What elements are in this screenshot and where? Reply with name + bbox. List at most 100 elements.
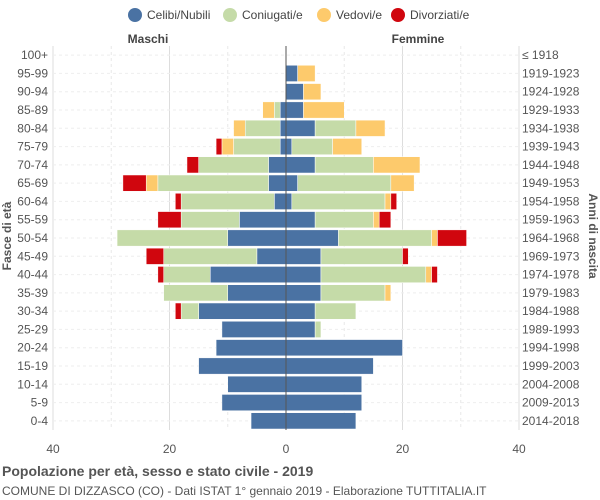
bar-male-coniugati bbox=[274, 101, 281, 119]
age-tick-label: 65-69 bbox=[17, 176, 48, 190]
birth-year-tick-label: 1934-1938 bbox=[522, 121, 580, 135]
bar-female-coniugati bbox=[291, 193, 386, 210]
x-tick-label: 40 bbox=[512, 442, 526, 456]
bar-male-celibi-nubili bbox=[279, 138, 287, 155]
bar-male-celibi-nubili bbox=[198, 302, 287, 320]
legend-marker bbox=[391, 8, 405, 22]
bar-female-celibi-nubili bbox=[285, 138, 293, 155]
age-tick-label: 60-64 bbox=[17, 194, 48, 208]
bar-male-coniugati bbox=[233, 138, 281, 155]
bar-female-vedovi bbox=[384, 193, 392, 210]
bar-female-celibi-nubili bbox=[285, 284, 322, 302]
bar-female-celibi-nubili bbox=[285, 156, 316, 174]
x-tick-label: 20 bbox=[163, 442, 177, 456]
bars bbox=[116, 46, 467, 430]
y-axis-title-right: Anni di nascita bbox=[586, 193, 600, 279]
x-tick-label: 20 bbox=[396, 442, 410, 456]
bar-male-celibi-nubili bbox=[256, 247, 287, 265]
bar-female-vedovi bbox=[384, 284, 392, 302]
bar-male-celibi-nubili bbox=[239, 211, 287, 229]
bar-male-celibi-nubili bbox=[274, 193, 287, 210]
bar-female-celibi-nubili bbox=[285, 266, 322, 283]
birth-year-tick-label: 2014-2018 bbox=[522, 414, 580, 428]
bar-male-vedovi bbox=[221, 138, 234, 155]
bar-male-celibi-nubili bbox=[268, 156, 287, 174]
bar-male-celibi-nubili bbox=[221, 321, 287, 338]
birth-year-tick-label: 1919-1923 bbox=[522, 66, 580, 80]
x-tick-label: 40 bbox=[46, 442, 60, 456]
x-tick-label: 0 bbox=[283, 442, 290, 456]
bar-female-celibi-nubili bbox=[285, 247, 322, 265]
bar-male-divorziati bbox=[175, 193, 182, 210]
bar-female-coniugati bbox=[338, 229, 432, 247]
bar-female-celibi-nubili bbox=[285, 412, 357, 430]
birth-year-tick-label: 1969-1973 bbox=[522, 249, 580, 263]
age-tick-label: 90-94 bbox=[17, 85, 48, 99]
age-tick-label: 0-4 bbox=[31, 414, 49, 428]
birth-year-tick-label: 1959-1963 bbox=[522, 213, 580, 227]
birth-year-tick-label: 1979-1983 bbox=[522, 286, 580, 300]
bar-female-celibi-nubili bbox=[285, 119, 316, 137]
bar-female-coniugati bbox=[320, 266, 427, 283]
birth-year-tick-label: 1984-1988 bbox=[522, 304, 580, 318]
bar-male-coniugati bbox=[163, 284, 228, 302]
bar-male-coniugati bbox=[116, 229, 228, 247]
age-tick-label: 30-34 bbox=[17, 304, 48, 318]
y-axis-title-left: Fasce di età bbox=[0, 201, 14, 270]
bar-female-vedovi bbox=[425, 266, 432, 283]
bar-female-coniugati bbox=[291, 138, 333, 155]
birth-year-tick-label: 1964-1968 bbox=[522, 231, 580, 245]
age-tick-label: 85-89 bbox=[17, 103, 48, 117]
age-tick-label: 75-79 bbox=[17, 140, 48, 154]
bar-female-celibi-nubili bbox=[285, 83, 304, 101]
legend: Celibi/Nubili Coniugati/e Vedovi/e Divorzia… bbox=[128, 8, 470, 22]
bar-female-divorziati bbox=[431, 266, 438, 283]
age-tick-label: 95-99 bbox=[17, 66, 48, 80]
bar-female-celibi-nubili bbox=[285, 193, 293, 210]
bar-female-vedovi bbox=[431, 229, 438, 247]
age-tick-label: 20-24 bbox=[17, 341, 48, 355]
bar-female-celibi-nubili bbox=[285, 339, 403, 357]
bar-male-celibi-nubili bbox=[227, 375, 287, 393]
birth-year-tick-label: 1949-1953 bbox=[522, 176, 580, 190]
bar-male-divorziati bbox=[145, 247, 164, 265]
age-tick-label: 40-44 bbox=[17, 268, 48, 282]
bar-male-celibi-nubili bbox=[268, 174, 287, 192]
birth-year-tick-label: 2004-2008 bbox=[522, 377, 580, 391]
bar-female-coniugati bbox=[314, 156, 374, 174]
bar-male-coniugati bbox=[157, 174, 269, 192]
bar-female-coniugati bbox=[314, 211, 374, 229]
bar-male-coniugati bbox=[180, 193, 275, 210]
bar-female-coniugati bbox=[314, 119, 357, 137]
bar-male-celibi-nubili bbox=[227, 284, 287, 302]
bar-male-celibi-nubili bbox=[198, 357, 287, 375]
bar-male-celibi-nubili bbox=[221, 394, 287, 411]
bar-male-celibi-nubili bbox=[279, 119, 287, 137]
bar-female-coniugati bbox=[297, 174, 392, 192]
bar-male-divorziati bbox=[157, 211, 182, 229]
age-tick-label: 45-49 bbox=[17, 249, 48, 263]
bar-female-vedovi bbox=[355, 119, 386, 137]
bar-male-coniugati bbox=[244, 119, 281, 137]
bar-female-celibi-nubili bbox=[285, 375, 362, 393]
bar-female-vedovi bbox=[303, 101, 345, 119]
bar-female-divorziati bbox=[402, 247, 409, 265]
bar-male-divorziati bbox=[157, 266, 164, 283]
bar-female-celibi-nubili bbox=[285, 321, 316, 338]
bar-male-celibi-nubili bbox=[210, 266, 287, 283]
bar-female-celibi-nubili bbox=[285, 65, 298, 82]
bar-male-celibi-nubili bbox=[215, 339, 287, 357]
x-tick-labels: 40 20 0 20 40 bbox=[46, 442, 526, 456]
chart-subtitle: COMUNE DI DIZZASCO (CO) - Dati ISTAT 1° … bbox=[2, 484, 487, 498]
bar-female-celibi-nubili bbox=[285, 394, 362, 411]
age-tick-label: 50-54 bbox=[17, 231, 48, 245]
bar-female-vedovi bbox=[373, 156, 421, 174]
bar-female-celibi-nubili bbox=[285, 174, 298, 192]
birth-year-tick-label: 1944-1948 bbox=[522, 158, 580, 172]
bar-male-celibi-nubili bbox=[279, 101, 287, 119]
bar-female-coniugati bbox=[320, 284, 386, 302]
age-tick-label: 5-9 bbox=[31, 396, 49, 410]
birth-year-tick-label: 2009-2013 bbox=[522, 396, 580, 410]
bar-female-vedovi bbox=[332, 138, 362, 155]
age-tick-labels: 100+ 95-99 90-94 85-89 80-84 75-79 70-74 65-69 6… bbox=[17, 48, 48, 428]
